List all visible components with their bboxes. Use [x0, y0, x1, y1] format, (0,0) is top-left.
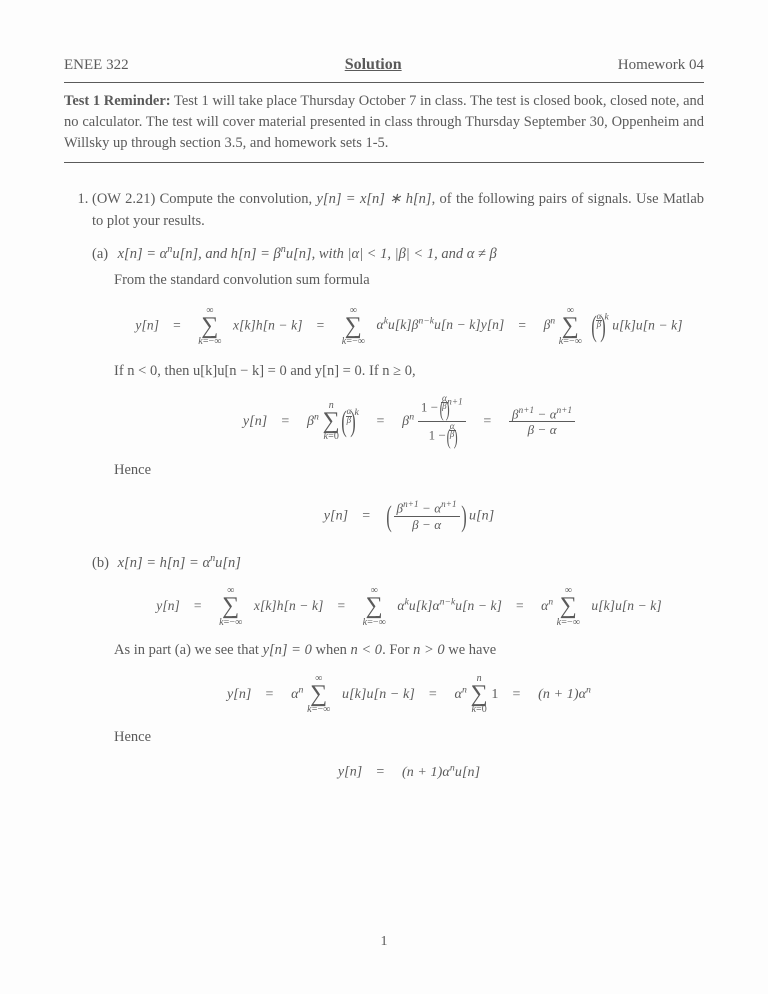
part-b-label: (b)	[92, 553, 114, 575]
page-header: ENEE 322 Solution Homework 04	[64, 56, 704, 74]
part-b-given: x[n] = h[n] = αnu[n]	[118, 555, 241, 571]
pa-t1: x[n] = α	[118, 246, 168, 262]
header-left: ENEE 322	[64, 57, 129, 74]
question-1: (OW 2.21) Compute the convolution, y[n] …	[92, 189, 704, 783]
pb-t1: x[n] = h[n] = α	[118, 555, 210, 571]
reminder-box: Test 1 Reminder: Test 1 will take place …	[64, 91, 704, 154]
part-a-given: x[n] = αnu[n], and h[n] = βnu[n], with |…	[118, 246, 497, 262]
eq-b2: y[n]= αn ∞∑k=−∞ u[k]u[n − k]= αn n∑k=0 1…	[114, 674, 704, 716]
rule-bottom	[64, 162, 704, 163]
part-a-line3: If n < 0, then u[k]u[n − k] = 0 and y[n]…	[114, 361, 704, 383]
pb-t2: u[n]	[215, 555, 241, 571]
eq-b3: y[n]= (n + 1)αnu[n]	[114, 761, 704, 783]
part-a-label: (a)	[92, 244, 114, 266]
pa-t2: u[n], and h[n] = β	[172, 246, 280, 262]
rule-top	[64, 82, 704, 83]
part-a: (a) x[n] = αnu[n], and h[n] = βnu[n], wi…	[92, 243, 704, 539]
q1-intro-math: y[n] = x[n] ∗ h[n]	[316, 191, 431, 207]
page: ENEE 322 Solution Homework 04 Test 1 Rem…	[0, 0, 768, 994]
eq-a2: y[n]= βn n∑k=0 (αβ)k = βn 1 − (αβ)n+1 1 …	[114, 395, 704, 448]
pa-t3: u[n], with |α| < 1, |β| < 1, and α ≠ β	[286, 246, 497, 262]
eq-a1: y[n]= ∞∑k=−∞ x[k]h[n − k]= ∞∑k=−∞ αku[k]…	[114, 304, 704, 349]
q1-intro-a: (OW 2.21) Compute the convolution,	[92, 191, 316, 207]
part-a-hence: Hence	[114, 460, 704, 482]
reminder-bold: Test 1 Reminder:	[64, 93, 171, 109]
eq-a3: y[n]= ( βn+1 − αn+1 β − α ) u[n]	[114, 494, 704, 539]
eq-b1: y[n]= ∞∑k=−∞ x[k]h[n − k]= ∞∑k=−∞ αku[k]…	[114, 586, 704, 628]
part-b-line2: As in part (a) we see that y[n] = 0 when…	[114, 640, 704, 662]
header-right: Homework 04	[618, 57, 704, 74]
header-center: Solution	[345, 56, 402, 74]
question-list: (OW 2.21) Compute the convolution, y[n] …	[64, 189, 704, 783]
part-b-hence: Hence	[114, 727, 704, 749]
part-b: (b) x[n] = h[n] = αnu[n] y[n]= ∞∑k=−∞ x[…	[92, 551, 704, 783]
part-a-line2: From the standard convolution sum formul…	[114, 270, 704, 292]
page-number: 1	[0, 934, 768, 950]
